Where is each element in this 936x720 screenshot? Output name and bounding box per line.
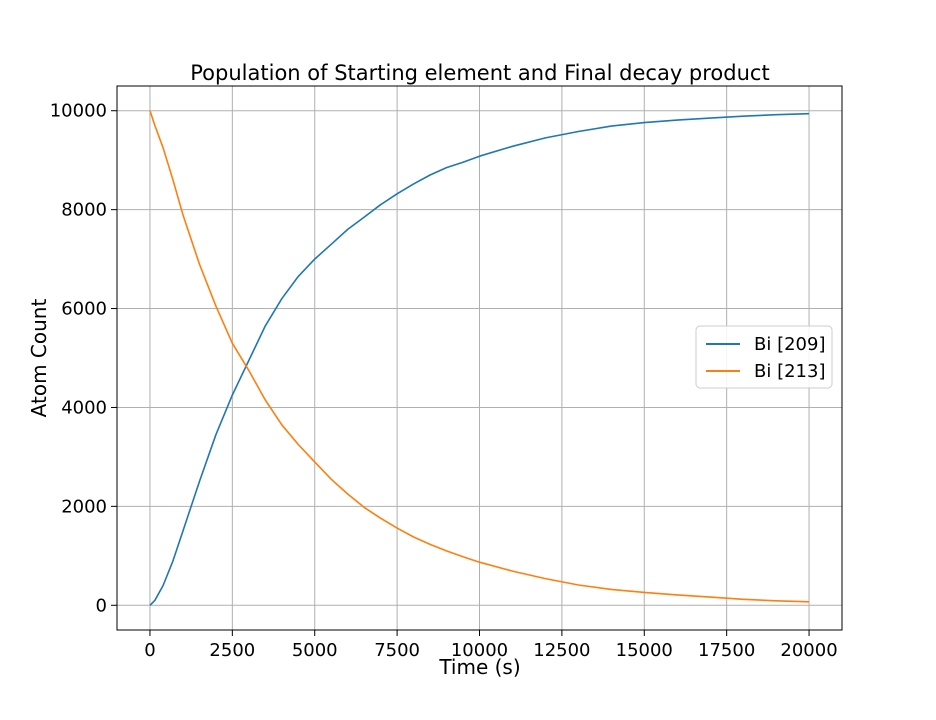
x-tick-label: 7500 <box>374 640 420 661</box>
x-tick-label: 17500 <box>698 640 755 661</box>
y-tick-label: 2000 <box>61 496 107 517</box>
legend: Bi [209] Bi [213] <box>695 325 833 389</box>
x-tick-label: 2500 <box>209 640 255 661</box>
y-axis-label: Atom Count <box>27 299 51 418</box>
x-tick-label: 15000 <box>616 640 673 661</box>
grid <box>117 86 842 630</box>
y-tick-label: 10000 <box>50 101 107 122</box>
x-tick-label: 5000 <box>292 640 338 661</box>
legend-label-bi-213: Bi [213] <box>754 361 825 382</box>
legend-label-bi-209: Bi [209] <box>754 334 825 355</box>
x-tick-label: 0 <box>144 640 155 661</box>
series-lines <box>149 110 810 606</box>
legend-box <box>695 325 833 389</box>
axis-ticks: 0 2500 5000 7500 10000 12500 15000 17500 20000 0 2… <box>50 101 838 661</box>
y-tick-label: 8000 <box>61 200 107 221</box>
y-tick-label: 6000 <box>61 299 107 320</box>
x-tick-label: 20000 <box>780 640 837 661</box>
y-tick-label: 0 <box>96 595 107 616</box>
chart-title: Population of Starting element and Final… <box>190 61 769 85</box>
series-line-bi-209 <box>149 112 810 606</box>
x-tick-label: 12500 <box>533 640 590 661</box>
x-axis-label: Time (s) <box>438 655 520 679</box>
series-line-bi-213 <box>149 110 810 603</box>
x-tick-label: 10000 <box>451 640 508 661</box>
y-tick-label: 4000 <box>61 397 107 418</box>
